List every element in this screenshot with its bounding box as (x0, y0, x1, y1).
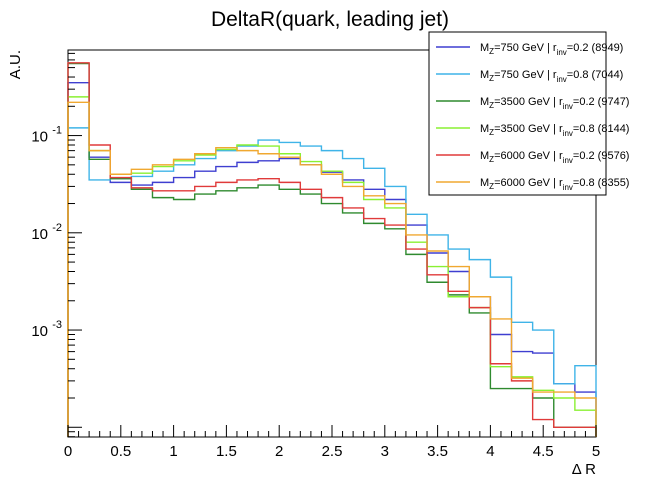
y-axis-label: A.U. (7, 50, 24, 79)
series-line-5 (67, 62, 597, 437)
y-tick-exponent: -1 (52, 125, 62, 137)
x-tick-label: 0 (64, 443, 72, 460)
y-tick-label: 10 (31, 226, 48, 243)
legend-label-2: MZ=750 GeV | rinv=0.8 (7044) (480, 69, 623, 84)
x-tick-label: 1.5 (216, 443, 237, 460)
y-tick-exponent: -3 (52, 319, 62, 331)
x-tick-label: 2.5 (322, 443, 343, 460)
y-tick-label: 10 (31, 129, 48, 146)
y-tick-exponent: -2 (52, 222, 62, 234)
legend-label-4: MZ=3500 GeV | rinv=0.8 (8144) (480, 123, 629, 138)
series-line-6 (67, 101, 597, 437)
y-tick-label: 10 (31, 323, 48, 340)
legend-label-5: MZ=6000 GeV | rinv=0.2 (9576) (480, 150, 629, 165)
legend-label-6: MZ=6000 GeV | rinv=0.8 (8355) (480, 177, 629, 192)
x-tick-label: 4 (486, 443, 494, 460)
x-tick-label: 5 (592, 443, 600, 460)
series-layer (67, 62, 597, 437)
chart-title: DeltaR(quark, leading jet) (211, 8, 449, 31)
x-axis-label: Δ R (572, 461, 596, 478)
x-tick-label: 2 (275, 443, 283, 460)
legend-label-1: MZ=750 GeV | rinv=0.2 (8949) (480, 42, 623, 57)
legend-label-3: MZ=3500 GeV | rinv=0.2 (9747) (480, 96, 629, 111)
x-tick-label: 1 (169, 443, 177, 460)
x-tick-label: 3.5 (427, 443, 448, 460)
legend: MZ=750 GeV | rinv=0.2 (8949) MZ=750 GeV |… (428, 31, 629, 196)
x-tick-label: 3 (381, 443, 389, 460)
axis-layer: 0 0.5 1 1.5 2 2.5 3 3.5 4 4.5 5 10 -1 10 -2 10 -3 (31, 52, 600, 460)
legend-box (428, 31, 607, 196)
x-tick-label: 0.5 (110, 443, 131, 460)
x-tick-label: 4.5 (533, 443, 554, 460)
